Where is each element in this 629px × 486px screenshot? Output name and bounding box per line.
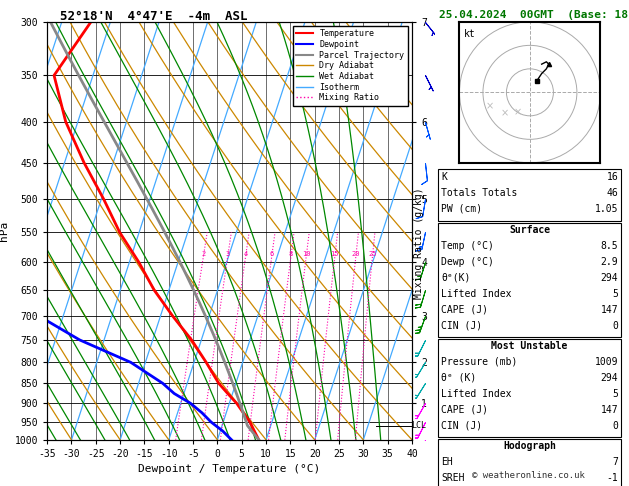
Text: 1009: 1009 bbox=[595, 357, 618, 367]
Text: 16: 16 bbox=[606, 172, 618, 182]
Text: 46: 46 bbox=[606, 188, 618, 198]
X-axis label: Dewpoint / Temperature (°C): Dewpoint / Temperature (°C) bbox=[138, 465, 321, 474]
Text: PW (cm): PW (cm) bbox=[441, 204, 482, 214]
Text: 147: 147 bbox=[601, 305, 618, 315]
Text: 2.9: 2.9 bbox=[601, 257, 618, 267]
Text: 0: 0 bbox=[613, 321, 618, 331]
Text: CIN (J): CIN (J) bbox=[441, 321, 482, 331]
Text: Pressure (mb): Pressure (mb) bbox=[441, 357, 517, 367]
Text: ×: × bbox=[501, 108, 509, 119]
Text: θᵉ (K): θᵉ (K) bbox=[441, 373, 476, 383]
Text: Dewp (°C): Dewp (°C) bbox=[441, 257, 494, 267]
Text: Lifted Index: Lifted Index bbox=[441, 389, 511, 399]
Text: Surface: Surface bbox=[509, 225, 550, 235]
Text: 0: 0 bbox=[613, 421, 618, 431]
Text: -1: -1 bbox=[606, 473, 618, 483]
Text: 294: 294 bbox=[601, 373, 618, 383]
Text: 2: 2 bbox=[201, 251, 206, 257]
Text: 8: 8 bbox=[289, 251, 293, 257]
Legend: Temperature, Dewpoint, Parcel Trajectory, Dry Adiabat, Wet Adiabat, Isotherm, Mi: Temperature, Dewpoint, Parcel Trajectory… bbox=[293, 26, 408, 105]
Text: 10: 10 bbox=[302, 251, 310, 257]
Text: 52°18'N  4°47'E  -4m  ASL: 52°18'N 4°47'E -4m ASL bbox=[60, 10, 247, 23]
Text: ×: × bbox=[486, 102, 494, 112]
Text: kt: kt bbox=[464, 29, 476, 39]
Text: 5: 5 bbox=[613, 389, 618, 399]
Text: Temp (°C): Temp (°C) bbox=[441, 241, 494, 251]
Text: 6: 6 bbox=[269, 251, 274, 257]
Text: 7: 7 bbox=[613, 457, 618, 467]
Text: © weatheronline.co.uk: © weatheronline.co.uk bbox=[472, 471, 585, 480]
Text: 15: 15 bbox=[330, 251, 339, 257]
Text: Mixing Ratio (g/kg): Mixing Ratio (g/kg) bbox=[414, 187, 424, 299]
Text: ×: × bbox=[514, 108, 522, 118]
Text: Hodograph: Hodograph bbox=[503, 441, 556, 451]
Y-axis label: km
ASL: km ASL bbox=[446, 231, 464, 252]
Text: SREH: SREH bbox=[441, 473, 464, 483]
Text: K: K bbox=[441, 172, 447, 182]
Text: θᵉ(K): θᵉ(K) bbox=[441, 273, 470, 283]
Text: 147: 147 bbox=[601, 405, 618, 415]
Text: 8.5: 8.5 bbox=[601, 241, 618, 251]
Text: 1.05: 1.05 bbox=[595, 204, 618, 214]
Text: Totals Totals: Totals Totals bbox=[441, 188, 517, 198]
Text: EH: EH bbox=[441, 457, 453, 467]
Text: Most Unstable: Most Unstable bbox=[491, 341, 568, 351]
Text: Lifted Index: Lifted Index bbox=[441, 289, 511, 299]
Text: CAPE (J): CAPE (J) bbox=[441, 405, 488, 415]
Text: LCL: LCL bbox=[411, 421, 426, 430]
Text: 25: 25 bbox=[368, 251, 377, 257]
Text: 25.04.2024  00GMT  (Base: 18): 25.04.2024 00GMT (Base: 18) bbox=[439, 10, 629, 20]
Text: 3: 3 bbox=[225, 251, 230, 257]
Text: 5: 5 bbox=[613, 289, 618, 299]
Y-axis label: hPa: hPa bbox=[0, 221, 9, 241]
Text: CIN (J): CIN (J) bbox=[441, 421, 482, 431]
Text: CAPE (J): CAPE (J) bbox=[441, 305, 488, 315]
Text: 20: 20 bbox=[352, 251, 360, 257]
Text: 4: 4 bbox=[243, 251, 248, 257]
Text: 294: 294 bbox=[601, 273, 618, 283]
